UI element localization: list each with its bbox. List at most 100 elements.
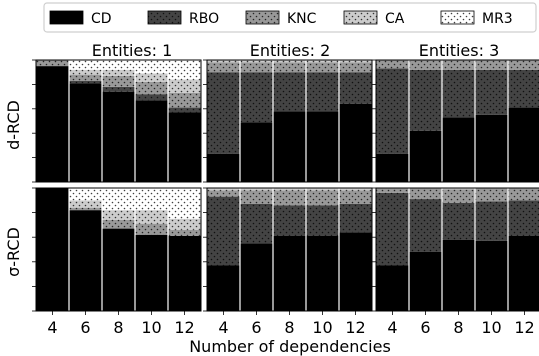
bar-segment-knc-10	[135, 81, 168, 95]
bar-segment-cd-8	[102, 228, 135, 311]
bar-segment-cd-6	[69, 210, 102, 311]
bar-segment-cd-10	[475, 114, 508, 182]
bar-segment-ca-10	[306, 60, 339, 63]
column-title-entities-3: Entities: 3	[419, 41, 500, 60]
legend-swatch-knc	[245, 10, 280, 25]
x-axis-label: Number of dependencies	[189, 337, 391, 356]
legend-label-mr3: MR3	[482, 11, 513, 27]
bar-segment-rbo-12	[339, 203, 372, 233]
chart-panels	[32, 59, 539, 312]
bar-segment-rbo-12	[508, 200, 539, 236]
bar-segment-ca-8	[273, 188, 306, 191]
bar-segment-rbo-8	[273, 205, 306, 236]
bar-segment-mr3-10	[135, 60, 168, 74]
bar-segment-knc-6	[69, 207, 102, 211]
bar-segment-cd-12	[168, 235, 201, 311]
bar-segment-knc-10	[306, 62, 339, 73]
panel-r2-c1	[32, 187, 202, 312]
bar-segment-ca-6	[69, 69, 102, 75]
bar-segment-knc-12	[339, 62, 372, 73]
bar-segment-knc-4	[36, 60, 69, 67]
panel-r2-c2	[203, 187, 373, 312]
bar-segment-cd-12	[168, 112, 201, 182]
bar-segment-knc-12	[168, 229, 201, 236]
bar-segment-rbo-6	[240, 203, 273, 244]
bar-segment-ca-12	[168, 79, 201, 93]
bar-segment-knc-8	[442, 60, 475, 70]
bar-segment-knc-4	[376, 60, 409, 69]
x-tick-label-4: 4	[218, 318, 228, 337]
x-tick-label-6: 6	[80, 318, 90, 337]
bar-segment-rbo-10	[306, 72, 339, 112]
panel-frame	[35, 59, 202, 183]
bar-segment-ca-10	[306, 188, 339, 191]
bar-segment-cd-8	[273, 111, 306, 182]
bar-segment-cd-10	[306, 111, 339, 182]
bar-segment-rbo-6	[409, 69, 442, 131]
x-tick-label-8: 8	[284, 318, 294, 337]
column-title-entities-2: Entities: 2	[250, 41, 331, 60]
bar-segment-knc-10	[475, 60, 508, 70]
bar-segment-mr3-6	[69, 188, 102, 201]
legend-label-ca: CA	[385, 11, 405, 27]
bar-segment-knc-6	[409, 60, 442, 70]
legend-label-knc: KNC	[287, 11, 317, 27]
bar-segment-cd-8	[273, 235, 306, 311]
x-tick-label-10: 10	[481, 318, 501, 337]
bar-segment-ca-6	[240, 188, 273, 191]
bar-segment-knc-6	[240, 190, 273, 204]
bar-segment-rbo-4	[207, 72, 240, 154]
bar-segment-ca-12	[339, 188, 372, 191]
bar-segment-cd-4	[36, 66, 69, 182]
bar-segment-knc-4	[207, 190, 240, 197]
bar-segment-cd-8	[102, 91, 135, 182]
bar-segment-knc-8	[102, 219, 135, 229]
bar-segment-cd-6	[409, 251, 442, 311]
x-tick-label-10: 10	[141, 318, 161, 337]
bar-segment-cd-6	[409, 130, 442, 182]
bar-segment-ca-8	[442, 188, 475, 190]
bar-segment-cd-12	[508, 107, 539, 182]
bar-segment-cd-4	[376, 265, 409, 311]
bar-segment-knc-8	[273, 62, 306, 73]
column-title-entities-1: Entities: 1	[92, 41, 173, 60]
x-tick-label-12: 12	[514, 318, 534, 337]
bar-segment-ca-8	[102, 210, 135, 220]
bar-segment-knc-10	[135, 223, 168, 235]
bar-segment-knc-4	[376, 188, 409, 193]
bar-segment-cd-6	[69, 83, 102, 182]
bar-segment-mr3-12	[168, 60, 201, 80]
panel-r1-c3	[372, 59, 539, 183]
bar-segment-knc-8	[102, 75, 135, 87]
bar-segment-cd-10	[135, 100, 168, 182]
bar-segment-cd-10	[306, 235, 339, 311]
bar-segment-ca-4	[207, 188, 240, 191]
bar-segment-knc-8	[442, 189, 475, 203]
panel-r2-c3	[372, 187, 539, 312]
bar-segment-rbo-10	[475, 69, 508, 115]
bar-segment-rbo-12	[339, 72, 372, 104]
bar-segment-cd-8	[442, 117, 475, 182]
x-tick-label-12: 12	[174, 318, 194, 337]
bar-segment-knc-12	[168, 92, 201, 108]
legend-frame	[43, 2, 537, 33]
bar-segment-knc-12	[339, 190, 372, 204]
bar-segment-cd-12	[508, 235, 539, 311]
legend-swatch-mr3	[440, 10, 475, 25]
bar-segment-mr3-8	[102, 60, 135, 70]
bar-segment-cd-4	[376, 153, 409, 182]
bar-segment-rbo-10	[135, 94, 168, 101]
bar-segment-ca-6	[69, 200, 102, 208]
bar-segment-mr3-6	[69, 60, 102, 70]
chart-legend: CD RBO KNC CA MR3	[43, 2, 537, 33]
bar-segment-knc-6	[240, 62, 273, 73]
bar-segment-cd-6	[240, 243, 273, 311]
bar-segment-rbo-6	[409, 199, 442, 252]
legend-swatch-ca	[343, 10, 378, 25]
bar-segment-cd-4	[207, 265, 240, 311]
bar-segment-rbo-6	[69, 80, 102, 84]
bar-segment-ca-10	[135, 73, 168, 82]
row-label-d-rcd: d-RCD	[4, 100, 23, 150]
bar-segment-rbo-4	[376, 68, 409, 154]
